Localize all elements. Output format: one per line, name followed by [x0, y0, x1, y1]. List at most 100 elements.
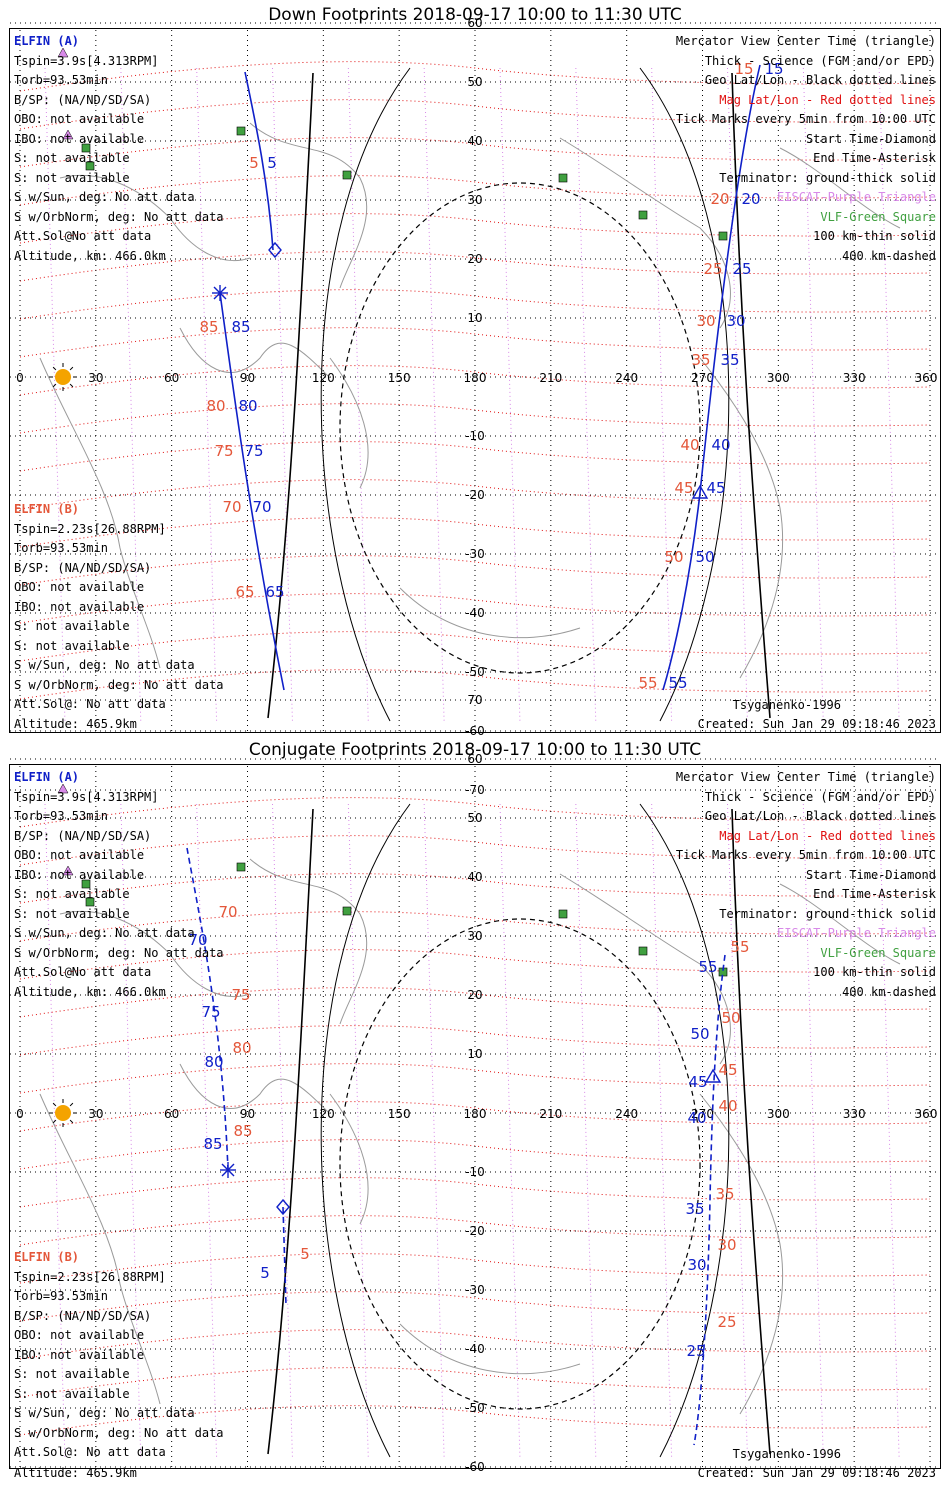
tick-label-red: 5 — [249, 154, 259, 172]
vlf-green-square — [85, 897, 95, 907]
info-line: OBO: not available — [14, 1328, 145, 1342]
info-line: Torb=93.53min — [14, 73, 108, 87]
lat-tick-label: -50 — [465, 665, 485, 679]
tick-label-red: 45 — [718, 1061, 737, 1079]
track-conj-left — [186, 847, 229, 1171]
tick-label-blue: 85 — [231, 318, 250, 336]
info-line: B/SP: (NA/ND/SD/SA) — [14, 560, 152, 575]
magnetic-latitude-line — [19, 1177, 931, 1208]
tick-label-blue: 45 — [688, 1073, 707, 1091]
legend-line: 400 km-dashed — [842, 248, 936, 263]
magnetic-latitude-line — [19, 61, 931, 92]
legend-line: EISCAT-Purple Triangle — [777, 190, 936, 204]
asterisk-stroke — [221, 1163, 235, 1177]
info-line: S w/OrbNorm, deg: No att data — [14, 677, 224, 692]
lat-tick-label: 10 — [467, 311, 482, 325]
tick-label-blue: 70 — [188, 931, 207, 949]
eiscat-purple-triangle — [62, 865, 74, 876]
tick-label-red: 15 — [734, 60, 753, 78]
track-down-right — [662, 64, 761, 691]
sun-ray — [69, 383, 74, 388]
terminator-ground — [731, 808, 771, 1455]
elfin-a-header: ELFIN (A) — [14, 34, 80, 48]
tick-label-red: 50 — [721, 1009, 740, 1027]
tick-label-red: 65 — [235, 583, 254, 601]
lat-tick-label: -40 — [465, 1342, 485, 1356]
info-line: Att.Sol@: No att data — [14, 1445, 166, 1459]
coastline — [59, 910, 251, 998]
coastline — [699, 357, 784, 679]
magnetic-latitude-line — [19, 365, 931, 396]
tick-label-red: 85 — [233, 1122, 252, 1140]
altitude-b-down: Altitude: 465.9km — [14, 717, 137, 731]
info-line: Tspin=3.9s[4.313RPM] — [14, 789, 159, 804]
magnetic-latitude-line — [19, 1101, 931, 1132]
magnetic-latitude-line — [19, 873, 931, 904]
tick-label-blue: 35 — [685, 1200, 704, 1218]
info-line: OBO: not available — [14, 848, 145, 862]
eiscat-purple-triangle — [62, 129, 74, 140]
info-line: S w/Sun, deg: No att data — [14, 190, 195, 204]
lat-tick-label: 60 — [467, 752, 482, 766]
magnetic-meridian — [651, 803, 673, 1460]
magnetic-latitude-line — [19, 251, 931, 282]
track-conj-right — [693, 954, 726, 1446]
tick-label-blue: 25 — [686, 1342, 705, 1360]
info-line: Att.Sol@: No att data — [14, 697, 166, 711]
info-line: S: not available — [14, 619, 130, 633]
lat-tick-label: -60 — [465, 1460, 485, 1474]
coastline — [249, 122, 368, 289]
legend-line: 400 km-dashed — [842, 984, 936, 999]
altitude-b-conjugate: Altitude: 465.9km — [14, 1466, 137, 1480]
info-line: B/SP: (NA/ND/SD/SA) — [14, 1308, 152, 1323]
info-line: Tspin=3.9s[4.313RPM] — [14, 53, 159, 68]
sun-ray — [69, 366, 74, 371]
tick-label-blue: 25 — [732, 260, 751, 278]
lon-tick-label: 30 — [88, 1107, 103, 1121]
tick-label-blue: 30 — [687, 1256, 706, 1274]
coastline — [399, 587, 581, 639]
info-line: S w/Sun, deg: No att data — [14, 1406, 195, 1420]
legend-line: Mercator View Center Time (triangle) — [675, 770, 936, 784]
tick-label-red: 75 — [231, 986, 250, 1004]
lon-tick-label: 150 — [388, 1107, 411, 1121]
info-line: IBO: not available — [14, 867, 145, 882]
vlf-green-square — [342, 906, 352, 916]
lat-tick-label: -50 — [465, 1401, 485, 1415]
legend-conjugate: Mercator View Center Time (triangle) Thi… — [676, 768, 936, 1002]
tick-label-blue: 20 — [741, 190, 760, 208]
panel-title-down: Down Footprints 2018-09-17 10:00 to 11:3… — [268, 5, 682, 25]
lon-tick-label: 150 — [388, 371, 411, 385]
vlf-green-square — [81, 879, 91, 889]
tick-label-red: 55 — [638, 674, 657, 692]
info-line: Tspin=2.23s[26.88RPM] — [14, 521, 166, 536]
lat-tick-label: -10 — [465, 429, 485, 443]
legend-line: Tick Marks every 5min from 10:00 UTC — [675, 112, 936, 126]
info-line: Torb=93.53min — [14, 541, 108, 555]
tick-label-red: 40 — [718, 1097, 737, 1115]
coastline — [39, 357, 161, 669]
magnetic-meridian — [423, 67, 445, 724]
info-line: B/SP: (NA/ND/SD/SA) — [14, 92, 152, 107]
tick-label-blue: 40 — [711, 436, 730, 454]
info-line: S: not available — [14, 887, 130, 901]
lon-tick-label: 60 — [164, 1107, 179, 1121]
info-line: B/SP: (NA/ND/SD/SA) — [14, 828, 152, 843]
legend-line: 100 km-thin solid — [813, 965, 936, 979]
magnetic-meridian — [499, 67, 521, 724]
tick-label-blue: 80 — [238, 397, 257, 415]
info-line: S: not available — [14, 1386, 130, 1401]
lat-tick-label: -20 — [465, 488, 485, 502]
sun-ray — [52, 1119, 57, 1124]
start-time-diamond — [276, 1198, 290, 1216]
lon-tick-label: 360 — [915, 1107, 938, 1121]
lat-tick-label: 20 — [467, 988, 482, 1002]
vlf-green-square — [638, 946, 648, 956]
eiscat-purple-triangle — [57, 783, 69, 794]
magnetic-latitude-line — [19, 517, 931, 548]
tick-label-blue: 40 — [687, 1109, 706, 1127]
tick-label-red: 85 — [199, 318, 218, 336]
lat-tick-label: -60 — [465, 724, 485, 738]
terminator-100km — [639, 67, 730, 722]
